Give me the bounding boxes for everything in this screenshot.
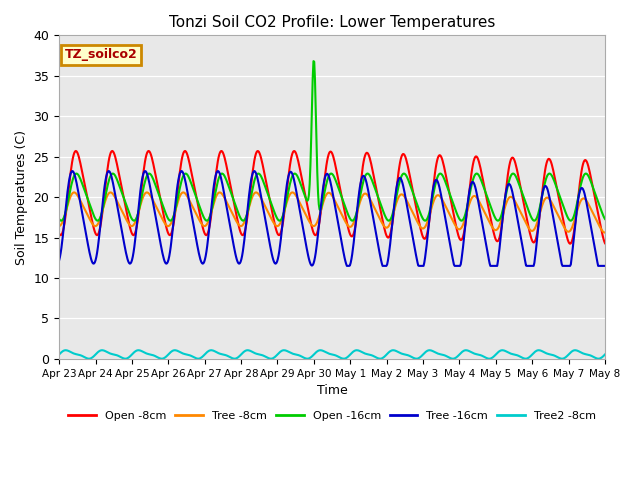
Title: Tonzi Soil CO2 Profile: Lower Temperatures: Tonzi Soil CO2 Profile: Lower Temperatur… (169, 15, 495, 30)
Text: TZ_soilco2: TZ_soilco2 (65, 48, 138, 61)
X-axis label: Time: Time (317, 384, 348, 397)
Y-axis label: Soil Temperatures (C): Soil Temperatures (C) (15, 130, 28, 264)
Legend: Open -8cm, Tree -8cm, Open -16cm, Tree -16cm, Tree2 -8cm: Open -8cm, Tree -8cm, Open -16cm, Tree -… (64, 407, 600, 425)
